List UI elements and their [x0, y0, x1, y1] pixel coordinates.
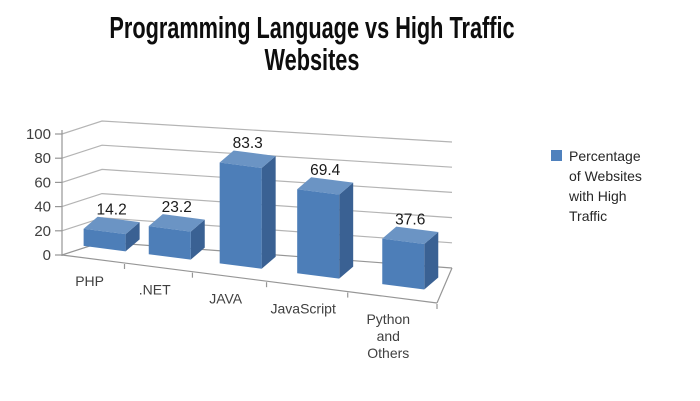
value-gridline — [61, 120, 453, 143]
legend: Percentage of Websites with High Traffic — [551, 146, 655, 226]
bar-value-label: 23.2 — [162, 199, 192, 216]
legend-label: Percentage of Websites with High Traffic — [569, 148, 642, 225]
category-label: JavaScript — [271, 300, 336, 316]
chart-title: Programming Language vs High Traffic Web… — [109, 10, 515, 77]
category-label: Python — [366, 311, 410, 327]
category-label: Others — [367, 345, 409, 361]
y-tick-label: 80 — [34, 150, 51, 167]
bar-top-face — [83, 216, 140, 235]
bar-top-face — [219, 150, 276, 168]
y-tick-label: 40 — [34, 199, 51, 216]
y-tick-label: 60 — [34, 174, 51, 191]
category-label: .NET — [139, 281, 171, 297]
bar-top-face — [382, 226, 439, 245]
bar-side-face — [424, 232, 439, 290]
y-tick-label: 100 — [26, 126, 51, 143]
bar-side-face — [125, 222, 140, 252]
bar-value-label: 37.6 — [395, 211, 425, 228]
bar-front-face — [83, 228, 126, 252]
category-label: and — [377, 328, 400, 344]
bar-top-face — [297, 177, 354, 195]
bar-value-label: 14.2 — [97, 201, 127, 218]
bar-value-label: 69.4 — [310, 162, 341, 179]
y-tick-label: 0 — [43, 247, 51, 264]
bar-side-face — [190, 219, 205, 260]
bar-front-face — [297, 189, 340, 279]
bar-side-face — [261, 155, 276, 269]
floor-front-edge — [61, 254, 438, 304]
floor-right-edge — [436, 267, 453, 304]
category-label: JAVA — [209, 290, 243, 306]
legend-swatch-icon — [551, 150, 562, 161]
category-label: PHP — [75, 273, 104, 289]
value-gridline — [61, 144, 453, 168]
bar-front-face — [382, 238, 425, 290]
bar-front-face — [148, 226, 191, 260]
y-tick-label: 20 — [34, 223, 51, 240]
bar-top-face — [148, 214, 205, 232]
bar-value-label: 83.3 — [233, 135, 263, 152]
bar-front-face — [219, 162, 262, 269]
bar-side-face — [339, 182, 354, 279]
